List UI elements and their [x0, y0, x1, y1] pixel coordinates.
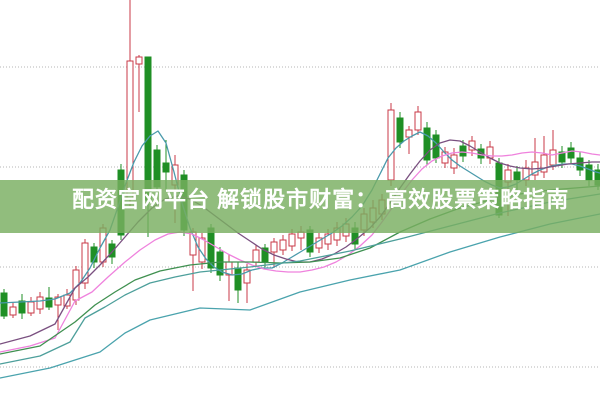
candle-body — [216, 251, 224, 276]
candle-body — [549, 149, 557, 166]
candle-body — [81, 242, 89, 284]
candle-body — [477, 148, 485, 159]
candle-body — [558, 151, 566, 163]
candle-body — [459, 145, 467, 157]
candle-body — [288, 233, 296, 247]
headline-banner: 配资官网平台 解锁股市财富： 高效股票策略指南 — [0, 180, 600, 233]
candle-body — [54, 296, 62, 306]
candle-body — [234, 267, 242, 291]
candle-body — [576, 157, 584, 171]
candle-body — [414, 111, 422, 131]
candle-body — [18, 300, 26, 314]
candle-body — [0, 292, 8, 317]
candle-body — [324, 233, 332, 245]
candle-body — [423, 127, 431, 161]
candle-body — [108, 243, 116, 258]
candle-body — [27, 301, 35, 314]
candle-body — [270, 241, 278, 253]
candle-body — [9, 306, 17, 316]
candle-body — [162, 162, 170, 173]
headline-text: 配资官网平台 解锁股市财富： 高效股票策略指南 — [72, 187, 570, 212]
candle-body — [540, 154, 548, 173]
candle-body — [387, 109, 395, 181]
candle-body — [243, 269, 251, 284]
candle-body — [306, 229, 314, 253]
ma-teal-long — [0, 213, 600, 379]
candle-body — [135, 56, 143, 65]
candle-body — [99, 227, 107, 263]
candle-body — [252, 249, 260, 263]
candle-body — [513, 171, 521, 181]
candle-body — [585, 164, 593, 181]
candle-body — [441, 151, 449, 164]
candle-body — [396, 117, 404, 143]
candle-body — [198, 237, 206, 263]
candle-body — [45, 297, 53, 308]
candle-body — [405, 129, 413, 138]
candle-body — [63, 294, 71, 307]
candle-body — [144, 56, 152, 201]
candle-body — [567, 147, 575, 159]
candle-body — [279, 239, 287, 251]
candle-body — [36, 296, 44, 310]
